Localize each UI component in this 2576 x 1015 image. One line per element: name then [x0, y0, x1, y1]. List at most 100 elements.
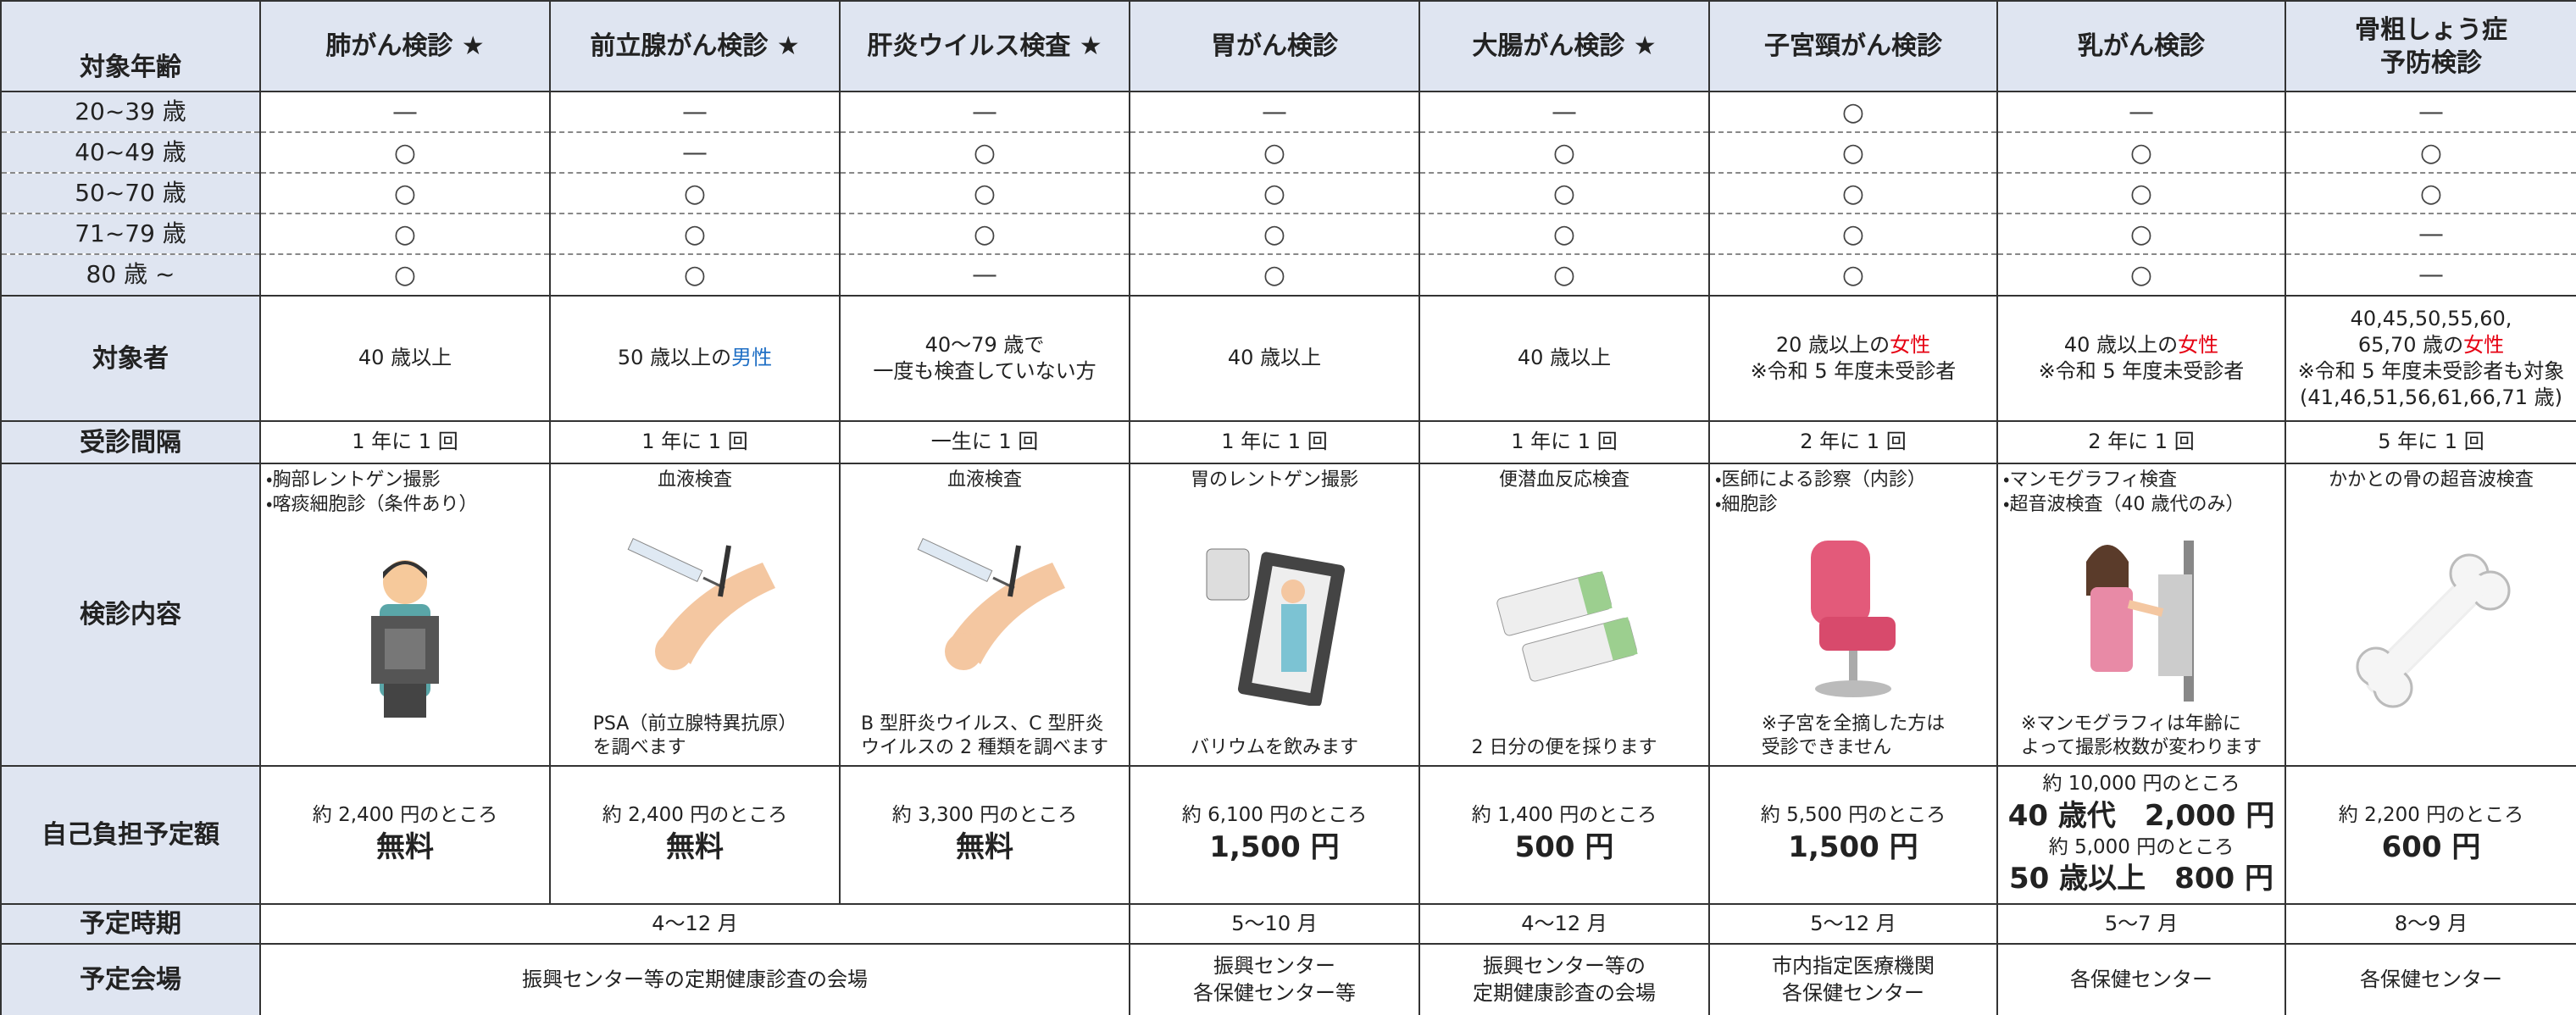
content-line: ウイルスの 2 種類を調べます: [861, 737, 1108, 759]
column-header: 子宮頸がん検診: [1708, 0, 1998, 92]
column-header-text: 大腸がん検診 ★: [1472, 31, 1657, 61]
fee-price: 無料: [956, 830, 1013, 865]
eligibility-mark: ○: [1996, 131, 2286, 174]
fee-price: 1,500 円: [1209, 830, 1340, 865]
table-row: 80 歳 ~ ○ ○ — ○ ○ ○ ○ —: [0, 253, 2576, 297]
table-row: 予定会場 振興センター等の定期健康診査の会場 振興センター 各保健センター等 振興センタ…: [0, 943, 2576, 1015]
target-line: 20 歳以上の女性: [1715, 332, 1991, 358]
age-label: 71~79 歳: [0, 213, 261, 255]
column-header-text: 肝炎ウイルス検査 ★: [867, 31, 1102, 61]
content-line: 血液検査: [657, 469, 732, 491]
eligibility-mark: —: [549, 91, 841, 133]
row-label: 受診間隔: [0, 420, 261, 464]
eligibility-mark: ○: [1418, 253, 1710, 297]
text-segment: (41,46,51,56,61,66,71 歳): [2300, 385, 2562, 410]
text-segment: 40 歳以上: [358, 346, 452, 370]
row-label-text: 対象者: [92, 343, 169, 374]
period-cell: 4～12 月: [259, 903, 1130, 945]
target-cell: 50 歳以上の男性: [549, 295, 841, 422]
row-label-text: 検診内容: [80, 600, 181, 630]
venue-line: 各保健センター: [1782, 980, 1924, 1005]
target-cell: 40 歳以上: [1129, 295, 1420, 422]
column-header: 肺がん検診 ★: [259, 0, 551, 92]
target-cell: 40～79 歳で 一度も検査していない方: [839, 295, 1130, 422]
fee-price: 無料: [666, 830, 724, 865]
content-line: B 型肝炎ウイルス、C 型肝炎: [861, 713, 1104, 735]
text-segment: 40,45,50,55,60,: [2350, 306, 2512, 330]
content-box: かかとの骨の超音波検査: [2291, 469, 2571, 761]
interval-cell: 5 年に 1 回: [2285, 420, 2576, 464]
eligibility-mark: ○: [259, 172, 551, 214]
table-row: 対象年齢 肺がん検診 ★ 前立腺がん検診 ★ 肝炎ウイルス検査 ★ 胃がん検診 大腸がん検…: [0, 0, 2576, 92]
table-row: 20~39 歳 — — — — — ○ — —: [0, 91, 2576, 133]
content-box: 便潜血反応検査 2 日分の便を採ります: [1425, 469, 1703, 761]
content-box: 胃のレントゲン撮影 バリウムを飲みます: [1135, 469, 1413, 761]
fee-note: 約 2,400 円のところ: [312, 804, 498, 827]
target-line: ※令和 5 年度未受診者も対象: [2291, 358, 2571, 385]
content-top: 血液検査: [658, 469, 732, 493]
target-line: 40 歳以上: [1135, 345, 1413, 371]
target-line: 40 歳以上: [1425, 345, 1703, 371]
eligibility-mark: —: [839, 91, 1130, 133]
content-top: 胃のレントゲン撮影: [1191, 469, 1358, 493]
column-header-text: 胃がん検診: [1211, 31, 1338, 61]
illustration: [1496, 571, 1638, 682]
venue-cell: 振興センター 各保健センター等: [1129, 943, 1420, 1015]
content-bottom: 2 日分の便を採ります: [1472, 736, 1657, 761]
eligibility-mark: —: [1996, 91, 2286, 133]
table-row: 71~79 歳 ○ ○ ○ ○ ○ ○ ○ —: [0, 213, 2576, 255]
target-cell: 20 歳以上の女性 ※令和 5 年度未受診者: [1708, 295, 1998, 422]
content-line: ※マンモグラフィは年齢に: [2020, 713, 2241, 735]
eligibility-mark: ○: [1418, 131, 1710, 174]
eligibility-mark: ○: [549, 213, 841, 255]
illustration: [917, 537, 1065, 670]
age-label: 20~39 歳: [0, 91, 261, 133]
column-header: 骨粗しょう症 予防検診: [2285, 0, 2576, 92]
eligibility-mark: ○: [1996, 172, 2286, 214]
eligibility-mark: ○: [1996, 213, 2286, 255]
eligibility-mark: ○: [1708, 131, 1998, 174]
column-header: 肝炎ウイルス検査 ★: [839, 0, 1130, 92]
period-line: 5～10 月: [1231, 911, 1318, 935]
content-line: よって撮影枚数が変わります: [2020, 737, 2262, 759]
content-line: ・マンモグラフィ検査: [2003, 469, 2178, 491]
eligibility-mark: ○: [839, 131, 1130, 174]
fee-price: 50 歳以上 800 円: [2009, 862, 2273, 896]
illustration: [2356, 553, 2511, 708]
text-segment: 一度も検査していない方: [873, 359, 1096, 383]
interval-cell: 2 年に 1 回: [1708, 420, 1998, 464]
highlight-text: 男性: [731, 346, 773, 370]
eligibility-mark: ○: [1708, 91, 1998, 133]
target-line: 65,70 歳の女性: [2291, 332, 2571, 358]
eligibility-mark: ○: [259, 253, 551, 297]
content-box: ・胸部レントゲン撮影 ・喀痰細胞診（条件あり）: [266, 469, 544, 761]
eligibility-mark: —: [2285, 253, 2576, 297]
column-header: 大腸がん検診 ★: [1418, 0, 1710, 92]
content-box: 血液検査 PSA（前立腺特異抗原） を調べます: [556, 469, 834, 761]
row-label: 予定会場: [0, 943, 261, 1015]
fee-cell: 約 2,400 円のところ 無料: [259, 765, 551, 905]
target-cell: 40 歳以上の女性 ※令和 5 年度未受診者: [1996, 295, 2286, 422]
venue-line: 市内指定医療機関: [1772, 954, 1935, 979]
table-row: 予定時期 4～12 月 5～10 月 4～12 月 5～12 月 5～7 月 8～9 月: [0, 903, 2576, 945]
illustration: [371, 559, 439, 718]
content-top: 血液検査: [947, 469, 1022, 493]
venue-line: 定期健康診査の会場: [1473, 980, 1656, 1005]
period-cell: 5～7 月: [1996, 903, 2286, 945]
text-segment: 40～79 歳で: [924, 332, 1045, 357]
content-line: 胃のレントゲン撮影: [1190, 469, 1358, 491]
eligibility-mark: ○: [1129, 131, 1420, 174]
table-row: 40~49 歳 ○ — ○ ○ ○ ○ ○ ○: [0, 131, 2576, 174]
highlight-text: 女性: [1890, 332, 1931, 357]
venue-line: 振興センター等の定期健康診査の会場: [522, 967, 868, 991]
target-line: 40,45,50,55,60,: [2291, 306, 2571, 332]
eligibility-mark: ○: [1418, 213, 1710, 255]
column-header-text: 肺がん検診 ★: [325, 31, 485, 61]
content-line: 血液検査: [947, 469, 1022, 491]
text-segment: ※令和 5 年度未受診者も対象: [2297, 359, 2565, 383]
content-line: ・胸部レントゲン撮影: [266, 469, 441, 491]
fee-price: 600 円: [2381, 830, 2481, 865]
column-header-text: 前立腺がん検診 ★: [590, 31, 800, 61]
